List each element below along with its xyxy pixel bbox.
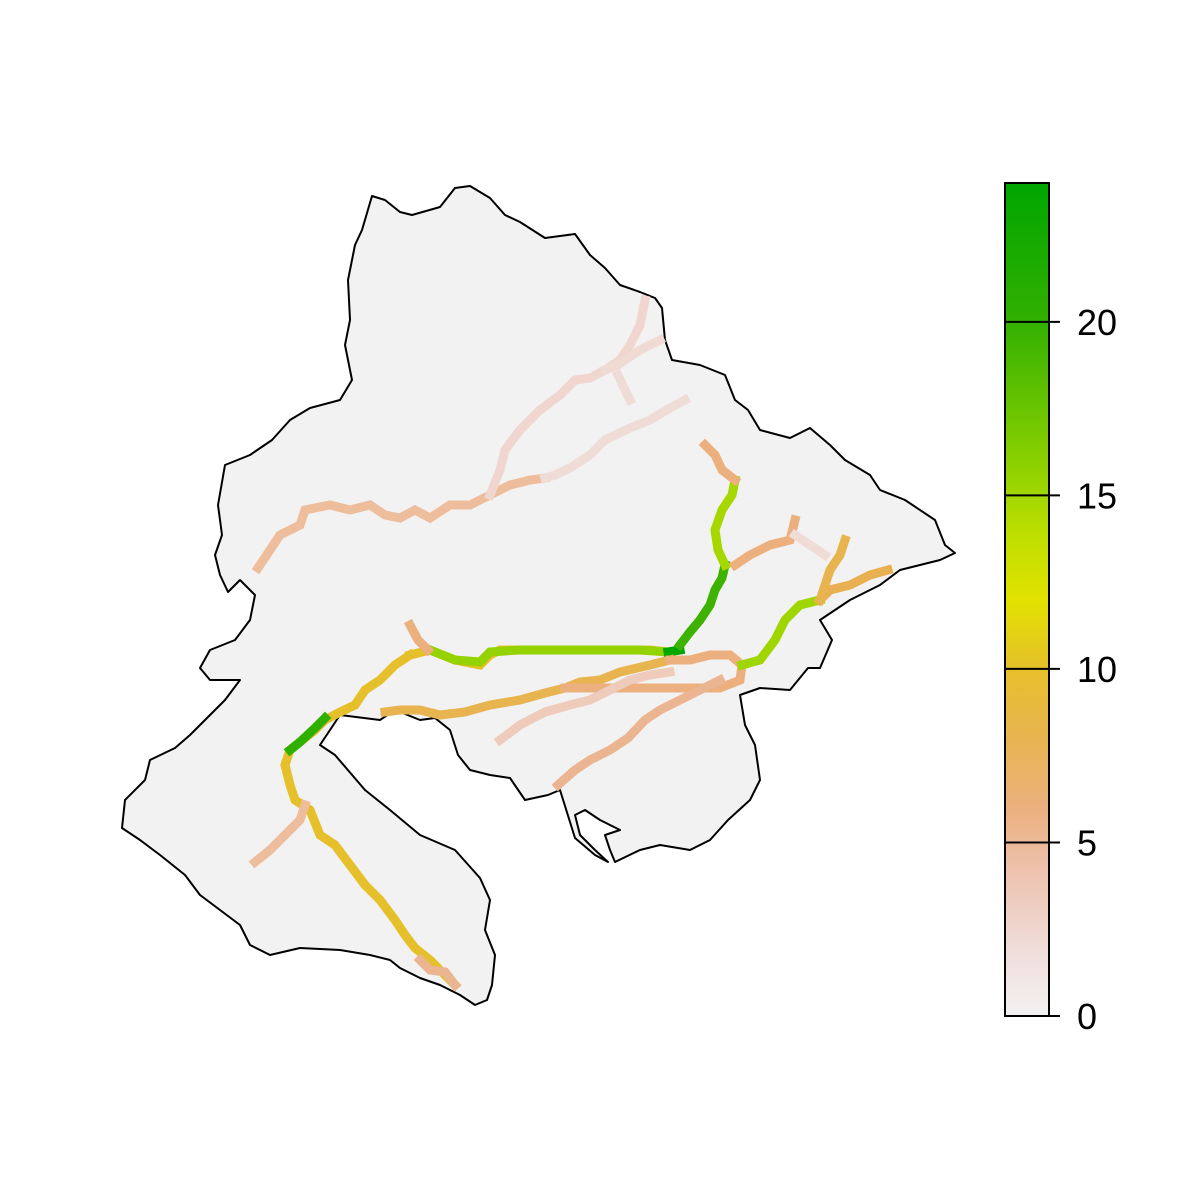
catchment-basin	[121, 185, 956, 1006]
stream-segment	[493, 666, 676, 747]
stream-segment	[403, 618, 435, 657]
stream-segment	[379, 654, 676, 720]
stream-segment	[539, 393, 692, 484]
stream-segment	[710, 474, 741, 571]
legend-tick-label: 0	[1077, 996, 1097, 1037]
legend-color-bar	[1004, 182, 1050, 1017]
stream-segment	[560, 650, 747, 693]
stream-segment	[413, 953, 462, 992]
stream-segment	[814, 534, 851, 606]
legend-tick-label: 10	[1077, 649, 1117, 690]
stream-segment	[280, 648, 462, 992]
color-legend: 0 5 10 15 20	[1004, 182, 1117, 1037]
stream-segment	[612, 369, 637, 407]
stream-network	[248, 294, 894, 992]
legend-tick-label: 15	[1077, 475, 1117, 516]
stream-segment	[283, 711, 332, 757]
stream-segment	[698, 438, 742, 487]
legend-ticks: 0 5 10 15 20	[1005, 302, 1117, 1037]
stream-segment	[673, 559, 731, 652]
stream-segment	[736, 594, 826, 671]
stream-segment	[424, 644, 673, 667]
stream-segment	[484, 294, 651, 501]
stream-segment	[551, 673, 727, 792]
legend-tick-label: 5	[1077, 822, 1097, 863]
legend-tick-label: 20	[1077, 302, 1117, 343]
stream-segment	[788, 528, 832, 562]
stream-segment	[599, 333, 667, 376]
stream-segment	[662, 644, 686, 658]
stream-segment	[248, 799, 311, 869]
